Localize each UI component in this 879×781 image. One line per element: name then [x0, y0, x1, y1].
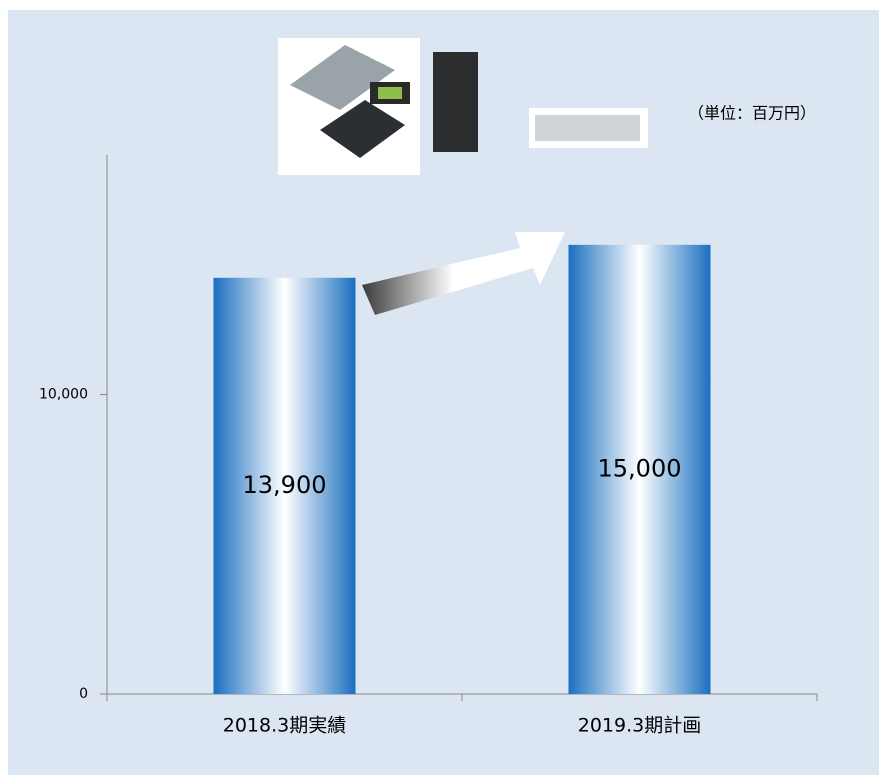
growth-arrow [362, 232, 565, 315]
router-shape [535, 115, 640, 141]
y-tick-label: 10,000 [39, 387, 88, 403]
y-tick-label: 0 [79, 686, 88, 702]
product-images [278, 38, 648, 175]
unit-label: （単位：百万円） [688, 104, 816, 123]
bar [568, 244, 711, 695]
value-label: 13,900 [243, 471, 327, 499]
bar [213, 277, 356, 694]
phone-display [378, 87, 402, 99]
phone-shape [290, 45, 395, 110]
phone-shape [320, 100, 405, 158]
x-tick-label: 2018.3期実績 [223, 715, 346, 737]
x-tick-label: 2019.3期計画 [578, 715, 701, 737]
value-label: 15,000 [598, 454, 682, 482]
tower-image [433, 52, 478, 152]
